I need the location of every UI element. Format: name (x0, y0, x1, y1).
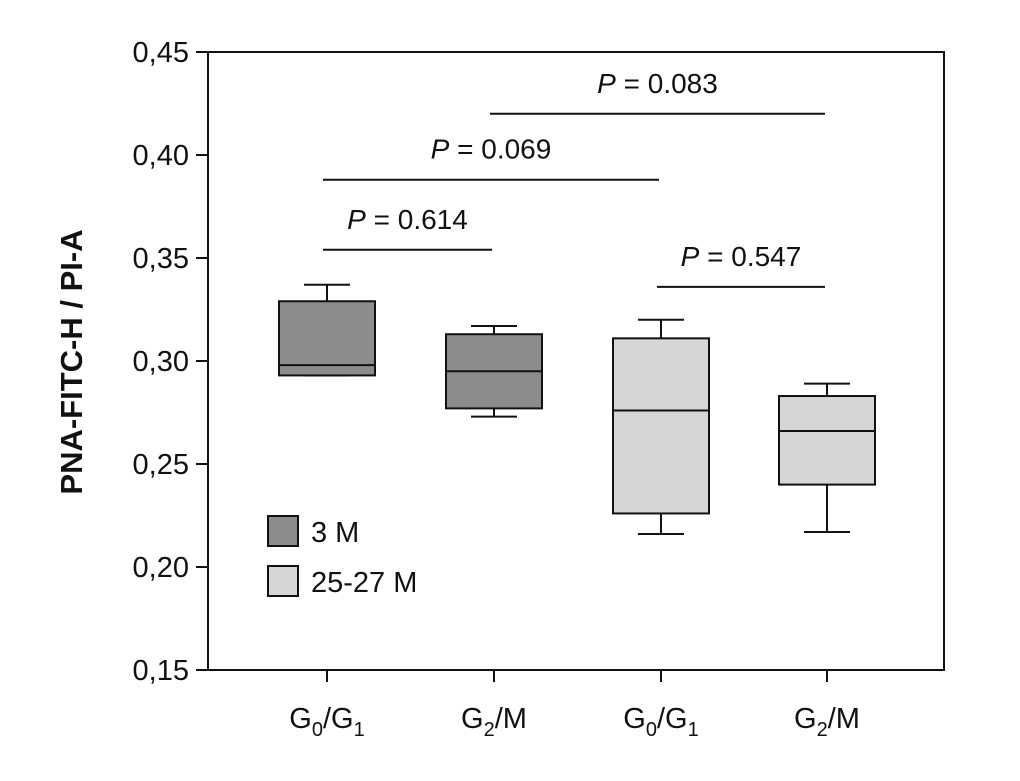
legend-swatch (267, 565, 299, 597)
comparisons-layer: P = 0.614 P = 0.069 P = 0.083 P = 0.547 (323, 68, 825, 288)
y-tick-label: 0,45 (133, 37, 189, 69)
box-2 (612, 318, 710, 536)
x-category-label: G2/M (461, 703, 527, 741)
y-tick-label: 0,40 (133, 140, 189, 172)
y-tick-label: 0,15 (133, 655, 189, 687)
y-tick-label: 0,25 (133, 449, 189, 481)
iqr-box (278, 300, 376, 377)
legend: 3 M 25-27 M (267, 515, 417, 599)
axis-layer: 0,15 0,20 0,25 0,30 0,35 0,40 0,45 G0/G1 G2/M G0/… (133, 37, 860, 741)
iqr-box (778, 395, 876, 486)
iqr-box (612, 337, 710, 515)
x-category-label: G0/G1 (623, 703, 698, 741)
y-tick-label: 0,20 (133, 552, 189, 584)
x-category-label: G0/G1 (289, 703, 364, 741)
box-3 (778, 382, 876, 533)
p-value-label: P = 0.547 (681, 241, 802, 272)
p-value-label: P = 0.069 (431, 134, 552, 165)
legend-label: 25-27 M (311, 567, 417, 599)
box-1 (445, 324, 543, 418)
box-0 (278, 283, 376, 377)
y-axis-label: PNA-FITC-H / PI-A (54, 229, 89, 494)
boxes-layer (278, 283, 876, 536)
legend-swatch (267, 515, 299, 547)
legend-label: 3 M (311, 517, 359, 549)
x-category-label: G2/M (794, 703, 860, 741)
y-tick-label: 0,30 (133, 346, 189, 378)
p-value-label: P = 0.614 (347, 204, 468, 235)
p-value-label: P = 0.083 (597, 68, 718, 99)
y-tick-label: 0,35 (133, 243, 189, 275)
